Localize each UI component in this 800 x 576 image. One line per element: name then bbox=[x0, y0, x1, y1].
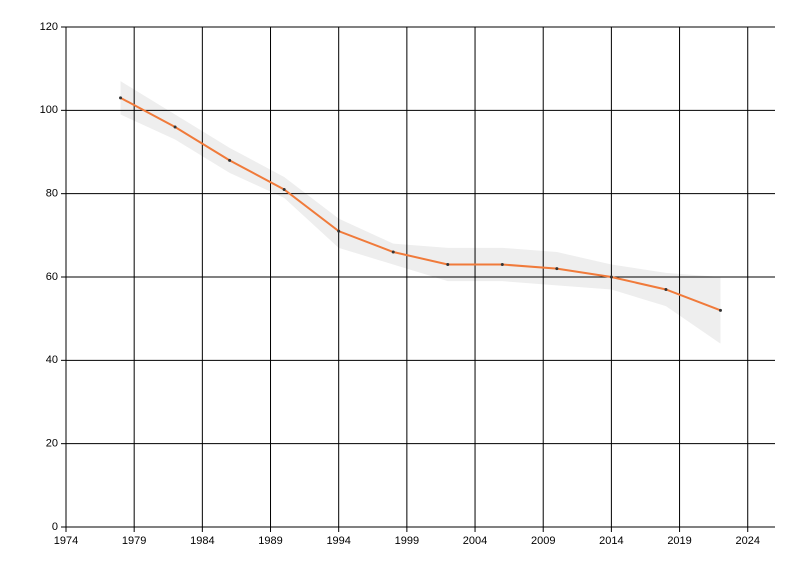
confidence-band bbox=[120, 81, 721, 344]
y-tick-label: 100 bbox=[40, 104, 58, 116]
data-point bbox=[555, 267, 559, 271]
data-point bbox=[173, 125, 177, 129]
data-point bbox=[664, 288, 668, 291]
x-tick-label: 1989 bbox=[258, 535, 282, 547]
x-tick-label: 1999 bbox=[395, 535, 419, 547]
data-point bbox=[718, 308, 722, 312]
y-tick-label: 60 bbox=[46, 271, 58, 283]
series-line bbox=[120, 96, 721, 312]
data-point bbox=[119, 96, 123, 100]
x-tick-label: 2004 bbox=[463, 535, 487, 547]
x-tick-label: 2014 bbox=[599, 535, 623, 547]
data-point bbox=[228, 158, 232, 162]
data-point bbox=[500, 263, 504, 266]
data-point bbox=[391, 250, 395, 254]
y-tick-label: 20 bbox=[46, 438, 58, 450]
x-tick-label: 2009 bbox=[531, 535, 555, 547]
data-point bbox=[609, 275, 613, 279]
x-tick-label: 1979 bbox=[122, 535, 146, 547]
x-tick-label: 1994 bbox=[326, 535, 350, 547]
y-tick-label: 120 bbox=[40, 21, 58, 33]
x-tick-label: 2024 bbox=[735, 535, 759, 547]
x-tick-label: 2019 bbox=[667, 535, 691, 547]
y-tick-label: 80 bbox=[46, 188, 58, 200]
data-point bbox=[282, 188, 286, 191]
data-point bbox=[337, 229, 341, 233]
x-tick-label: 1984 bbox=[190, 535, 214, 547]
y-tick-label: 40 bbox=[46, 354, 58, 366]
x-tick-label: 1974 bbox=[54, 535, 78, 547]
y-tick-label: 0 bbox=[52, 521, 58, 533]
data-point bbox=[446, 263, 450, 266]
